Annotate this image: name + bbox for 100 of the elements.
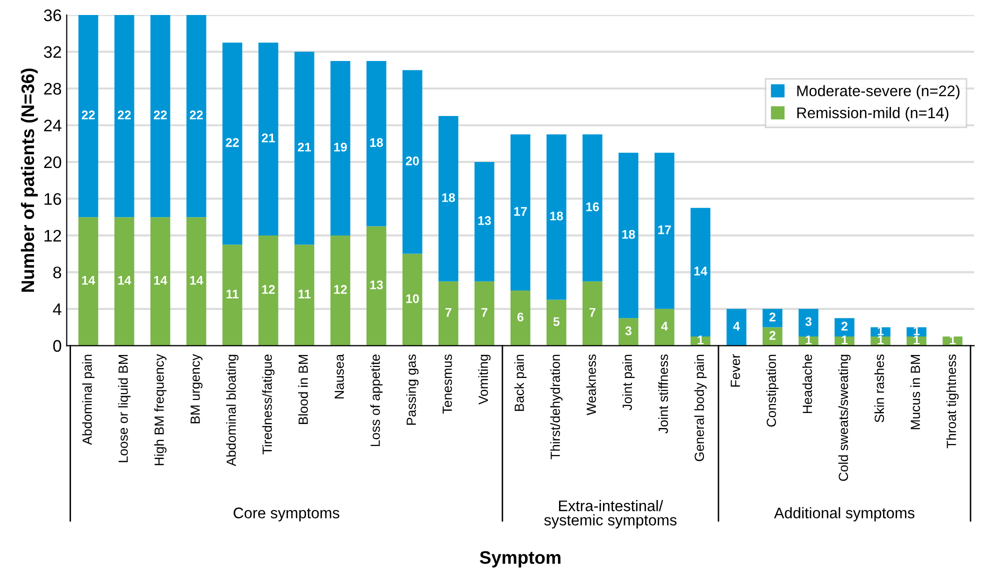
bar	[258, 235, 278, 346]
data-label: 22	[82, 110, 95, 120]
bar	[366, 60, 386, 226]
x-tick-label: Joint stiffness	[658, 354, 668, 434]
x-tick-label: Passing gas	[406, 354, 419, 425]
data-label: 14	[694, 266, 708, 276]
data-label: 20	[406, 156, 419, 166]
data-label: 11	[226, 290, 239, 298]
text: Additional symptoms	[774, 507, 914, 522]
bar	[114, 15, 134, 218]
bar	[546, 300, 566, 346]
bar	[510, 290, 530, 346]
x-tick-label: Nausea	[334, 354, 344, 398]
y-tick-label: 20	[44, 156, 62, 168]
x-tick-label: Abdominal pain	[82, 354, 94, 445]
bar	[78, 217, 98, 346]
bar	[762, 308, 782, 328]
data-label: 7	[481, 308, 488, 317]
bar	[654, 308, 674, 346]
data-label: 19	[334, 142, 347, 152]
data-label: 22	[190, 110, 203, 120]
data-label: 12	[334, 285, 347, 294]
data-label: 10	[406, 294, 419, 304]
x-tick-label: Mucus in BM	[910, 355, 920, 430]
data-label: 14	[118, 276, 132, 285]
bar	[690, 208, 710, 336]
data-label: 1	[806, 336, 812, 344]
data-label: 6	[517, 312, 524, 322]
x-tick-label: Tiredness/fatigue	[262, 354, 275, 454]
x-tick-label: Loss of appetite	[370, 354, 383, 446]
data-label: 21	[298, 142, 311, 152]
y-tick-label: 4	[52, 303, 62, 315]
data-label: 11	[298, 290, 311, 298]
data-label: 14	[82, 276, 96, 285]
data-label: 4	[733, 322, 740, 331]
x-tick-label: General body pain	[694, 354, 707, 462]
y-tick-label: 0	[53, 340, 62, 352]
data-label: 7	[590, 308, 596, 317]
data-label: 14	[154, 276, 168, 285]
bar	[330, 60, 350, 236]
data-label: 1	[842, 336, 848, 344]
data-label: 5	[553, 317, 560, 326]
data-label: 22	[154, 110, 167, 120]
bar	[294, 52, 314, 245]
data-label: 13	[478, 216, 491, 226]
bar	[366, 226, 386, 346]
x-tick-label: Blood in BM	[298, 355, 308, 424]
data-label: 2	[841, 322, 848, 331]
x-tick-label: Abdominal bloating	[226, 354, 238, 466]
bar	[222, 42, 242, 245]
legend-label: Remission-mild (n=14)	[797, 107, 948, 122]
data-label: 18	[550, 212, 563, 220]
y-tick-label: 12	[44, 230, 62, 242]
data-label: 21	[262, 134, 275, 142]
y-tick-label: 32	[44, 46, 62, 58]
bar	[222, 244, 242, 346]
y-tick-label: 24	[44, 120, 62, 132]
x-tick-label: Loose or liquid BM	[118, 355, 130, 462]
data-label: 17	[514, 207, 527, 216]
bar	[150, 217, 170, 346]
x-tick-label: Thirst/dehydration	[550, 354, 563, 460]
x-tick-label: Cold sweats/sweating	[838, 354, 851, 481]
bar	[582, 134, 602, 282]
data-label: 18	[622, 230, 636, 239]
bar	[510, 134, 530, 291]
bar	[618, 152, 638, 318]
bar	[726, 308, 746, 346]
x-tick-label: High BM frequency	[154, 354, 166, 466]
bar	[438, 116, 458, 282]
data-label: 22	[226, 138, 239, 147]
bar	[474, 162, 494, 282]
data-label: 2	[769, 330, 776, 340]
bar	[186, 217, 206, 346]
bar	[402, 254, 422, 346]
x-tick-label: Weakness	[586, 354, 596, 416]
bar	[258, 42, 278, 236]
x-axis-title: Symptom	[480, 551, 560, 568]
y-axis-title: Number of patients (N=36)	[20, 68, 38, 292]
bar	[78, 15, 98, 218]
text: Core symptoms	[234, 508, 340, 522]
x-tick-label: Fever	[730, 354, 740, 387]
y-tick-label: 36	[44, 9, 62, 22]
x-tick-label: Tenesmus	[442, 354, 452, 414]
bar	[654, 152, 674, 309]
data-label: 16	[586, 202, 599, 212]
text: Extra-intestinal/ systemic symptoms	[544, 500, 677, 528]
bar	[474, 281, 494, 346]
data-label: 3	[625, 326, 632, 336]
data-label: 4	[661, 322, 668, 331]
bar	[114, 217, 134, 346]
data-label: 2	[769, 312, 776, 322]
data-label: 3	[805, 317, 812, 326]
bar	[150, 15, 170, 218]
bar	[294, 244, 314, 346]
x-tick-label: Skin rashes	[874, 354, 884, 422]
bar	[798, 308, 818, 336]
legend-label: Moderate-severe (n=22)	[797, 85, 960, 100]
y-tick-label: 8	[53, 266, 62, 278]
y-tick-label: 28	[44, 82, 62, 95]
data-label: 13	[370, 280, 383, 290]
